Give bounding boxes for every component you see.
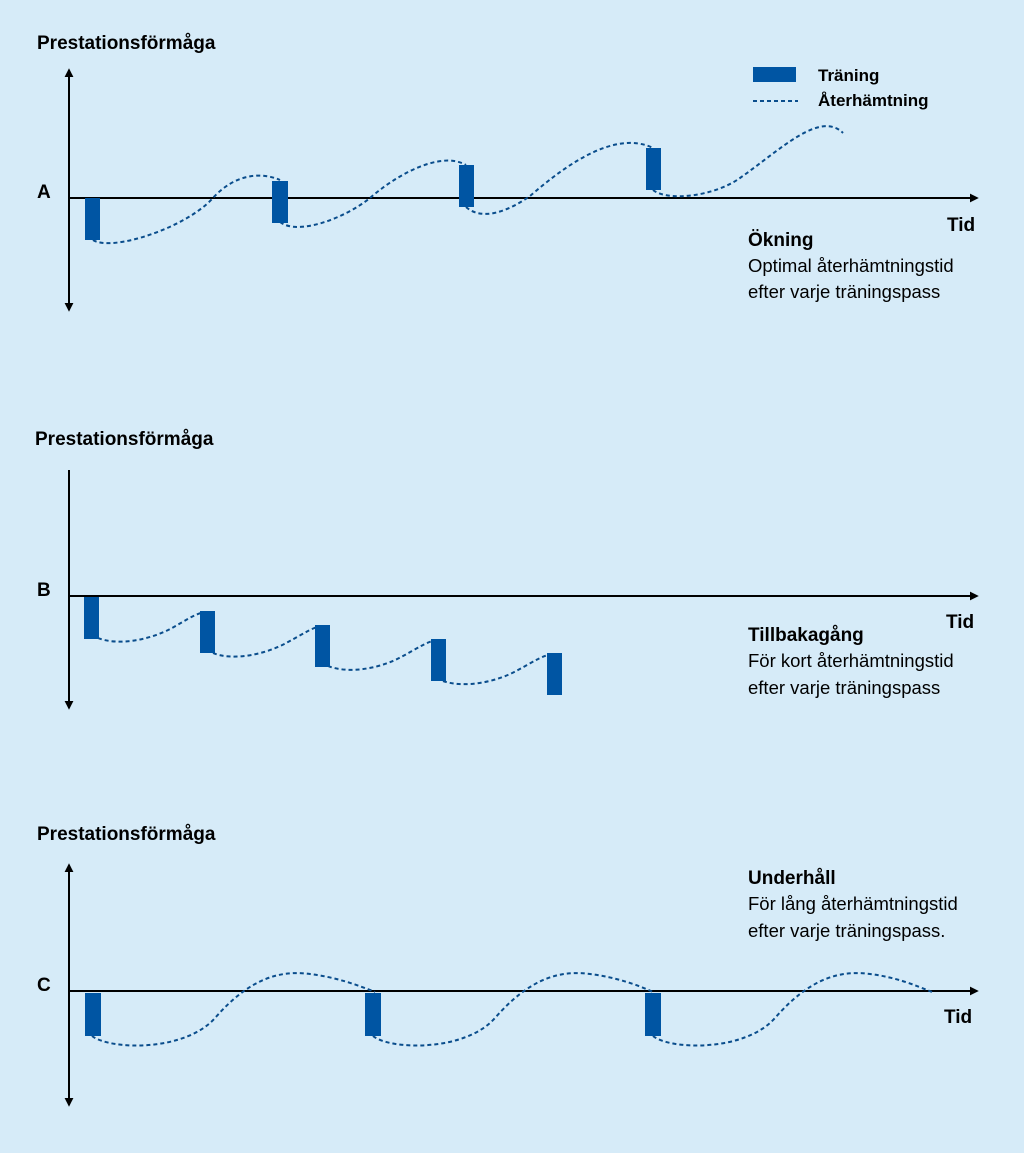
panel-b-training-bar-4 [431,639,446,681]
panel-a-training-bar-2 [272,181,288,223]
panel-c-recovery-curve [91,972,933,1047]
panel-a: Prestationsförmåga A Tid Ökning Optimal … [37,33,979,312]
panel-c-title: Underhåll [748,868,836,889]
panel-c-ylabel: Prestationsförmåga [37,824,216,845]
panel-b: Prestationsförmåga B Tid Tillbakagång Fö… [35,429,979,710]
panel-b-label: B [37,580,51,601]
panel-c-training-bar-2 [365,993,381,1036]
panel-b-training-bar-3 [315,625,330,667]
panel-a-training-bar-4 [646,148,661,190]
panel-a-desc-line-2: efter varje träningspass [748,281,940,302]
panel-a-xlabel: Tid [947,215,975,236]
panel-c: Prestationsförmåga C Tid Underhåll För l… [37,824,979,1107]
panel-a-desc-line-1: Optimal återhämtningstid [748,255,954,276]
panel-a-title: Ökning [748,230,813,251]
panel-b-training-bar-5 [547,653,562,695]
panel-b-recovery-curve [97,611,554,686]
panel-b-desc-line-1: För kort återhämtningstid [748,650,954,671]
legend-recovery-label: Återhämtning [818,91,929,110]
legend-training-label: Träning [818,66,879,85]
panel-c-label: C [37,975,51,996]
panel-b-training-bar-2 [200,611,215,653]
panel-b-xlabel: Tid [946,612,974,633]
panel-c-xlabel: Tid [944,1007,972,1028]
panel-b-training-bar-1 [84,597,99,639]
legend: Träning Återhämtning [753,66,929,110]
panel-b-title: Tillbakagång [748,625,864,646]
panel-b-ylabel: Prestationsförmåga [35,429,214,450]
panel-c-desc-line-2: efter varje träningspass. [748,920,945,941]
panel-c-desc-line-1: För lång återhämtningstid [748,893,958,914]
panel-c-training-bar-1 [85,993,101,1036]
legend-training-swatch [753,67,796,82]
panel-b-desc-line-2: efter varje träningspass [748,677,940,698]
panel-a-label: A [37,182,51,203]
panel-a-training-bar-1 [85,198,100,240]
panel-a-training-bar-3 [459,165,474,207]
panel-a-ylabel: Prestationsförmåga [37,33,216,54]
panel-c-training-bar-3 [645,993,661,1036]
